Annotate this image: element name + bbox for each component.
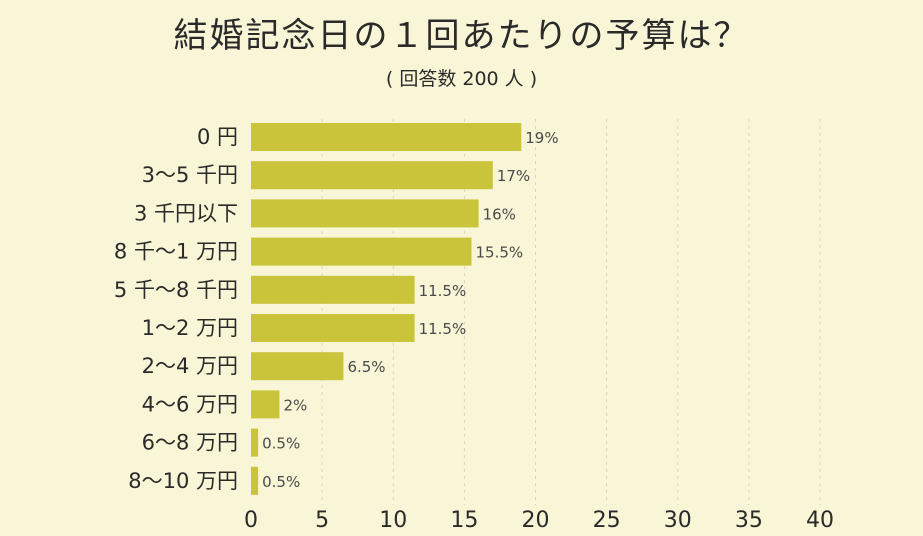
x-tick-label-6: 30 xyxy=(664,508,692,533)
bar-0 xyxy=(251,123,522,151)
value-label-5: 11.5% xyxy=(419,320,467,338)
value-label-7: 2% xyxy=(283,396,307,414)
value-label-2: 16% xyxy=(483,205,516,223)
bar-8 xyxy=(251,428,259,457)
chart-title: 結婚記念日の１回あたりの予算は？ xyxy=(173,16,750,56)
bar-4 xyxy=(251,275,415,304)
bar-7 xyxy=(251,390,280,419)
x-tick-label-7: 35 xyxy=(735,508,763,533)
bar-9 xyxy=(251,466,259,495)
value-label-4: 11.5% xyxy=(419,282,467,300)
value-label-0: 19% xyxy=(525,129,558,147)
x-tick-label-0: 0 xyxy=(244,508,258,533)
category-label-6: 2～4 万円 xyxy=(142,354,238,378)
x-tick-label-5: 25 xyxy=(593,508,621,533)
chart-subtitle: ( 回答数 200 人 ) xyxy=(385,68,538,90)
x-tick-label-2: 10 xyxy=(379,508,407,533)
bar-6 xyxy=(251,352,344,381)
category-label-3: 8 千～1 万円 xyxy=(114,240,238,264)
value-label-6: 6.5% xyxy=(347,358,385,376)
category-label-8: 6～8 万円 xyxy=(142,431,238,455)
category-label-1: 3～5 千円 xyxy=(142,163,238,187)
bar-1 xyxy=(251,161,493,190)
x-tick-label-4: 20 xyxy=(522,508,550,533)
category-label-2: 3 千円以下 xyxy=(134,201,238,225)
value-label-1: 17% xyxy=(497,167,530,185)
bar-5 xyxy=(251,314,415,342)
bar-3 xyxy=(251,237,472,266)
value-label-3: 15.5% xyxy=(475,244,523,262)
category-label-4: 5 千～8 千円 xyxy=(114,278,238,302)
x-tick-label-3: 15 xyxy=(450,508,478,533)
category-label-7: 4～6 万円 xyxy=(142,392,238,416)
category-label-9: 8～10 万円 xyxy=(128,469,238,493)
x-tick-label-8: 40 xyxy=(806,508,834,533)
x-tick-label-1: 5 xyxy=(315,508,329,533)
value-label-9: 0.5% xyxy=(262,473,300,491)
value-label-8: 0.5% xyxy=(262,435,300,453)
bar-2 xyxy=(251,199,479,228)
category-label-0: 0 円 xyxy=(197,125,238,149)
category-label-5: 1～2 万円 xyxy=(142,316,238,340)
